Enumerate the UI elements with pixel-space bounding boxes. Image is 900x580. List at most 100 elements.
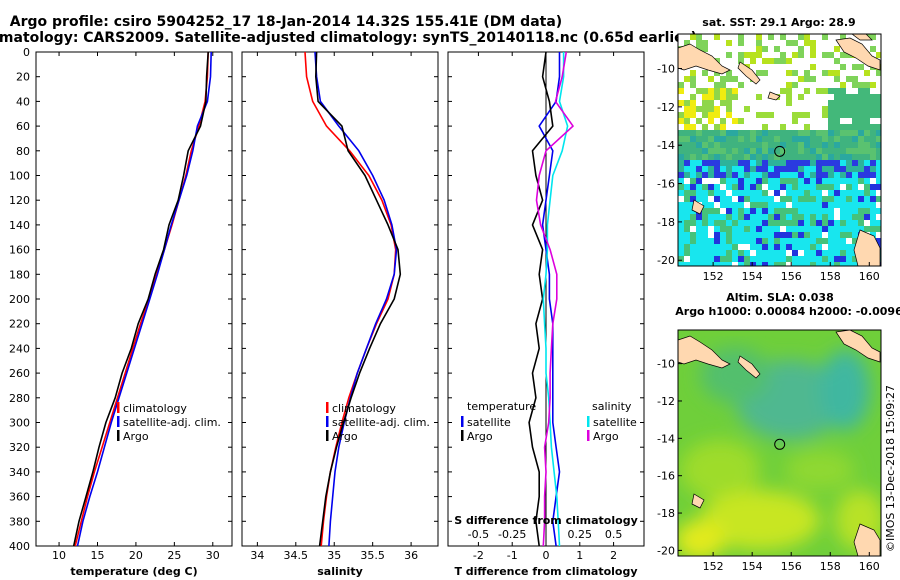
sst-cell: [726, 250, 732, 256]
sst-cell: [702, 190, 708, 196]
sst-cell: [798, 52, 804, 58]
sst-cell: [768, 34, 774, 40]
sst-cell: [774, 178, 780, 184]
sst-cell: [852, 160, 858, 166]
sst-cell: [834, 76, 840, 82]
sst-cell: [708, 118, 714, 124]
sst-cell: [684, 202, 690, 208]
sst-cell: [804, 142, 810, 148]
sst-cell: [816, 232, 822, 238]
sst-cell: [696, 166, 702, 172]
sst-cell: [816, 208, 822, 214]
sst-cell: [702, 46, 708, 52]
sst-cell: [846, 214, 852, 220]
sst-cell: [684, 136, 690, 142]
sst-cell: [678, 172, 684, 178]
sst-cell: [768, 148, 774, 154]
sst-cell: [846, 112, 852, 118]
legend-label-climatology: climatology: [332, 402, 396, 415]
sst-cell: [876, 100, 881, 106]
sst-cell: [702, 178, 708, 184]
sst-cell: [768, 136, 774, 142]
sst-cell: [804, 130, 810, 136]
sst-cell: [828, 118, 834, 124]
sst-cell: [822, 112, 828, 118]
sst-cell: [870, 220, 876, 226]
sst-cell: [768, 184, 774, 190]
x-tick-label: 36: [404, 549, 418, 562]
sst-cell: [816, 238, 822, 244]
sst-cell: [720, 196, 726, 202]
sst-cell: [684, 214, 690, 220]
sst-cell: [816, 226, 822, 232]
sst-cell: [690, 70, 696, 76]
sst-cell: [816, 262, 822, 266]
sst-cell: [690, 250, 696, 256]
sst-cell: [846, 52, 852, 58]
sst-cell: [690, 94, 696, 100]
sst-cell: [786, 178, 792, 184]
sst-cell: [792, 232, 798, 238]
sst-cell: [840, 94, 846, 100]
sst-cell: [846, 124, 852, 130]
sst-cell: [696, 160, 702, 166]
sst-cell: [726, 136, 732, 142]
sst-cell: [870, 142, 876, 148]
sst-cell: [840, 100, 846, 106]
sst-cell: [804, 196, 810, 202]
sst-cell: [714, 214, 720, 220]
sst-cell: [864, 196, 870, 202]
sst-cell: [726, 262, 732, 266]
sst-cell: [678, 160, 684, 166]
sst-cell: [858, 106, 864, 112]
sst-cell: [768, 130, 774, 136]
sst-cell: [684, 172, 690, 178]
sst-cell: [684, 190, 690, 196]
sst-cell: [828, 70, 834, 76]
sst-cell: [678, 220, 684, 226]
sst-cell: [726, 142, 732, 148]
sst-cell: [696, 88, 702, 94]
sst-cell: [852, 154, 858, 160]
sst-cell: [834, 94, 840, 100]
sst-cell: [774, 136, 780, 142]
sst-cell: [858, 94, 864, 100]
sst-cell: [708, 112, 714, 118]
sst-cell: [834, 112, 840, 118]
sst-cell: [828, 220, 834, 226]
sst-cell: [732, 172, 738, 178]
sst-cell: [732, 256, 738, 262]
sst-cell: [684, 220, 690, 226]
sst-cell: [744, 202, 750, 208]
sst-cell: [708, 94, 714, 100]
sst-cell: [750, 232, 756, 238]
sst-cell: [858, 226, 864, 232]
sst-cell: [696, 148, 702, 154]
sst-cell: [732, 244, 738, 250]
sst-cell: [762, 172, 768, 178]
sst-cell: [798, 220, 804, 226]
map-x-tick-label: 160: [859, 270, 880, 283]
sst-cell: [852, 202, 858, 208]
sst-cell: [870, 184, 876, 190]
sst-cell: [858, 220, 864, 226]
sla-map-subtitle: Argo h1000: 0.00084 h2000: -0.0096: [675, 305, 900, 318]
sst-cell: [762, 148, 768, 154]
sst-cell: [858, 100, 864, 106]
sst-cell: [750, 166, 756, 172]
map-x-tick-label: 152: [703, 270, 724, 283]
sst-cell: [756, 52, 762, 58]
sst-cell: [846, 184, 852, 190]
sst-cell: [834, 184, 840, 190]
sst-cell: [684, 226, 690, 232]
sst-cell: [696, 172, 702, 178]
map-y-tick-label: -16: [657, 178, 675, 191]
sst-cell: [768, 202, 774, 208]
sst-cell: [876, 196, 881, 202]
figure-title-line1: Argo profile: csiro 5904252_17 18-Jan-20…: [10, 14, 562, 30]
imos-watermark: ©IMOS 13-Dec-2018 15:09:27: [884, 385, 897, 552]
depth-tick-label: 400: [9, 540, 30, 553]
sst-cell: [726, 238, 732, 244]
sst-cell: [714, 160, 720, 166]
sst-cell: [774, 214, 780, 220]
